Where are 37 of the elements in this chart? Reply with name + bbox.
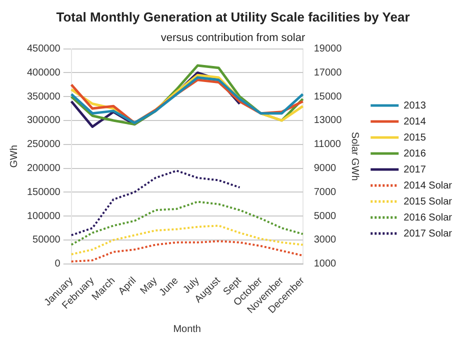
y2-tick-label: 7000 (314, 186, 337, 198)
chart-subtitle: versus contribution from solar (160, 32, 306, 44)
legend-label: 2015 (404, 132, 426, 144)
chart-title: Total Monthly Generation at Utility Scale facilities by Year (56, 9, 410, 24)
y-tick-label: 250000 (26, 139, 61, 150)
legend-label: 2014 Solar (404, 180, 453, 192)
y2-tick-label: 11000 (314, 139, 342, 150)
y-tick-label: 300000 (26, 115, 61, 126)
y-tick-label: 350000 (26, 91, 61, 102)
y2-tick-label: 13000 (314, 115, 342, 126)
legend-label: 2017 Solar (404, 228, 453, 240)
y2-tick-label: 19000 (314, 44, 342, 55)
y2-tick-label: 17000 (314, 67, 342, 78)
y-tick-label: 100000 (26, 210, 61, 222)
y-tick-label: 450000 (26, 44, 61, 55)
y-tick-label: 0 (54, 258, 61, 270)
y2-tick-label: 15000 (314, 91, 342, 102)
legend-label: 2017 (404, 164, 426, 176)
y-tick-label: 200000 (26, 163, 61, 174)
y2-tick-label: 5000 (314, 210, 337, 222)
y2-tick-label: 1000 (314, 258, 337, 270)
x-axis-title: Month (173, 324, 201, 335)
y-axis-title: GWh (8, 144, 20, 168)
x-tick-label: June (158, 275, 181, 299)
legend-label: 2015 Solar (404, 196, 453, 208)
line-series (70, 170, 241, 236)
y2-tick-label: 3000 (314, 234, 337, 246)
legend-label: 2016 Solar (404, 212, 453, 224)
y-tick-label: 150000 (26, 186, 61, 198)
y2-axis-title: Solar GWh (348, 132, 360, 181)
x-tick-label: May (138, 275, 160, 297)
legend-label: 2014 (404, 116, 426, 128)
legend-label: 2013 (404, 100, 426, 112)
y2-tick-label: 9000 (314, 163, 337, 174)
y-tick-label: 50000 (32, 234, 61, 246)
legend-label: 2016 (404, 148, 426, 160)
y-tick-label: 400000 (26, 67, 61, 78)
